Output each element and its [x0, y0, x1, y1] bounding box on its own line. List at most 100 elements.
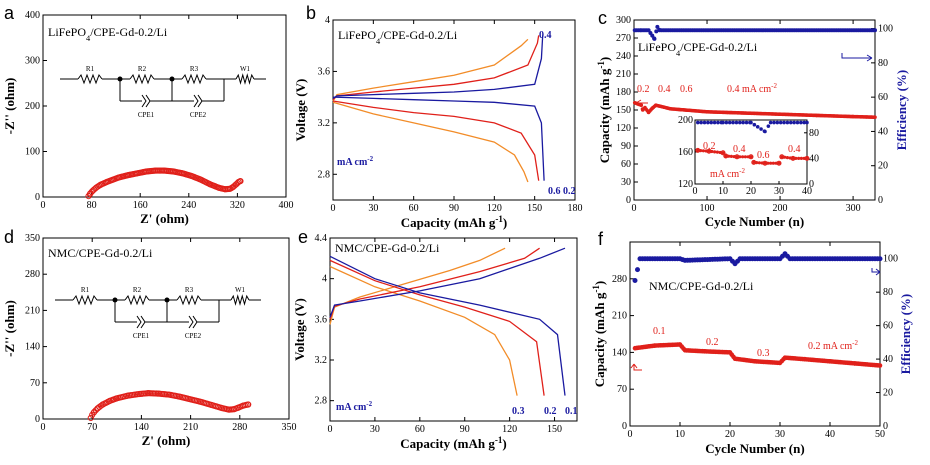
inset-efficiency-point [699, 120, 703, 125]
inset-efficiency-point [741, 120, 745, 125]
arrow-to-capacity-axis [630, 363, 642, 371]
resistor-r3 [176, 294, 202, 306]
inset-efficiency-point [712, 120, 717, 125]
x-tick-label: 240 [181, 200, 196, 211]
charge-curve-0.4 [332, 35, 540, 101]
y-tick-label: 70 [617, 384, 627, 395]
efficiency-point [873, 28, 877, 33]
y-tick-label: 120 [616, 123, 631, 134]
y-tick-label: 3.6 [315, 314, 328, 325]
inset-efficiency-point [778, 120, 783, 125]
panel-c-y2label: Efficiency (%) [894, 70, 909, 151]
panel-f-ylabel: Capacity (mAh g-1) [591, 281, 607, 388]
inset-capacity-point [788, 156, 792, 160]
circuit-label: R1 [86, 65, 95, 73]
rate-label: 0.6 [680, 84, 693, 95]
inset-efficiency-point [706, 120, 710, 125]
inset-capacity-point [729, 154, 734, 158]
inset-efficiency-point [795, 120, 800, 125]
panel-f-xlabel: Cycle Number (n) [705, 441, 804, 456]
panel-b-unit: mA cm-2 [337, 155, 374, 168]
resistor-r3 [181, 73, 207, 85]
y-tick-label: 140 [25, 342, 40, 353]
inset-efficiency-point [724, 120, 729, 125]
inset-capacity-point [774, 161, 778, 165]
inset-efficiency-point [782, 120, 786, 125]
x-tick-label: 280 [232, 422, 247, 433]
panel-letter-f: f [598, 229, 604, 249]
y-tick-label: 0 [622, 421, 627, 432]
cpe2-symbol [193, 94, 203, 108]
y-tick-label: 100 [25, 147, 40, 158]
panel-b-title: LiFePO4/CPE-Gd-0.2/Li [338, 28, 458, 46]
inset-efficiency-point [749, 120, 753, 125]
circuit-label: CPE1 [138, 111, 155, 119]
circuit-label: CPE1 [133, 332, 150, 340]
inset-efficiency-point [792, 120, 796, 125]
inset-capacity-point [797, 156, 801, 160]
warburg-w1 [230, 294, 250, 306]
rate-label-0.2: 0.2 [544, 406, 557, 417]
inset-efficiency-point [752, 122, 757, 127]
inset-capacity-point [701, 149, 706, 153]
x-tick-label: 10 [675, 429, 685, 440]
y2-tick-label: 100 [883, 254, 898, 265]
panel-b-xlabel: Capacity (mAh g-1) [401, 214, 508, 230]
inset-capacity-point [746, 155, 750, 159]
inset-capacity-point [799, 156, 804, 160]
panel-c-ylabel: Capacity (mAh g-1) [596, 57, 612, 164]
y2-tick-label: 80 [883, 287, 893, 298]
efficiency-point [635, 267, 640, 273]
rate-label-long: 0.2 mA cm-2 [808, 339, 859, 352]
panel-e-unit: mA cm-2 [336, 400, 373, 413]
circuit-label: R2 [133, 286, 142, 294]
y-tick-label: 400 [25, 10, 40, 21]
rate-label-long: 0.4 mA cm-2 [727, 82, 778, 95]
y-tick-label: 210 [616, 69, 631, 80]
y2-tick-label: 40 [878, 126, 888, 137]
inset-efficiency-point [744, 120, 749, 125]
inset-efficiency-point [766, 124, 771, 128]
inset-capacity-point [699, 149, 703, 153]
inset-capacity-point [752, 160, 756, 164]
panel-f: 0 10 20 30 40 50070140210280020406080100NMC/C… [591, 241, 913, 456]
inset-x-tick-label: 20 [746, 186, 756, 197]
charge-curve-0.2 [329, 247, 540, 320]
discharge-curve-0.2 [329, 259, 545, 396]
panel-b: 0 30 60 90 120 150 180 2.8 3.2 3.6 4 LiFePO4/CPE-Gd… [293, 15, 583, 230]
inset-efficiency-point [738, 120, 742, 125]
discharge-curve-0.6 [332, 101, 529, 183]
efficiency-point [632, 277, 638, 283]
inset-capacity-point [713, 150, 717, 154]
arrow-to-capacity-axis [635, 99, 648, 107]
inset-capacity-point [696, 148, 700, 152]
x-tick-label: 90 [449, 203, 459, 214]
inset-x-tick-label: 40 [802, 186, 812, 197]
inset-capacity-point [732, 155, 736, 159]
cpe1-symbol [141, 94, 151, 108]
y2-tick-label: 0 [883, 421, 888, 432]
charge-curve-0.1 [329, 247, 566, 318]
warburg-w1 [235, 73, 255, 85]
panel-e-ylabel: Voltage (V) [292, 298, 307, 361]
inset-efficiency-point [802, 120, 806, 125]
panel-f-title: NMC/CPE-Gd-0.2/Li [649, 279, 754, 293]
panel-e-title: NMC/CPE-Gd-0.2/Li [335, 241, 440, 255]
y-tick-label: 150 [616, 105, 631, 116]
x-tick-label: 0 [628, 429, 633, 440]
y-tick-label: 300 [25, 56, 40, 67]
inset-efficiency-point [716, 120, 720, 125]
inset-capacity-point [766, 161, 770, 165]
panel-e: 0 30 60 90 120 150 2.8 3.2 3.6 4 4.4 NMC/CPE-Gd-0.2… [292, 233, 578, 451]
discharge-curve-0.3 [329, 265, 518, 396]
inset-efficiency-point [731, 120, 735, 125]
panel-letter-d: d [4, 227, 14, 247]
x-tick-label: 40 [825, 429, 835, 440]
x-tick-label: 0 [328, 424, 333, 435]
inset-efficiency-point [799, 120, 803, 125]
resistor-r2 [124, 294, 150, 306]
panel-b-frame [332, 19, 576, 201]
rate-label: 0.2 [706, 337, 719, 348]
rate-label: 0.4 [658, 84, 671, 95]
panel-c-title: LiFePO4/CPE-Gd-0.2/Li [638, 40, 758, 58]
